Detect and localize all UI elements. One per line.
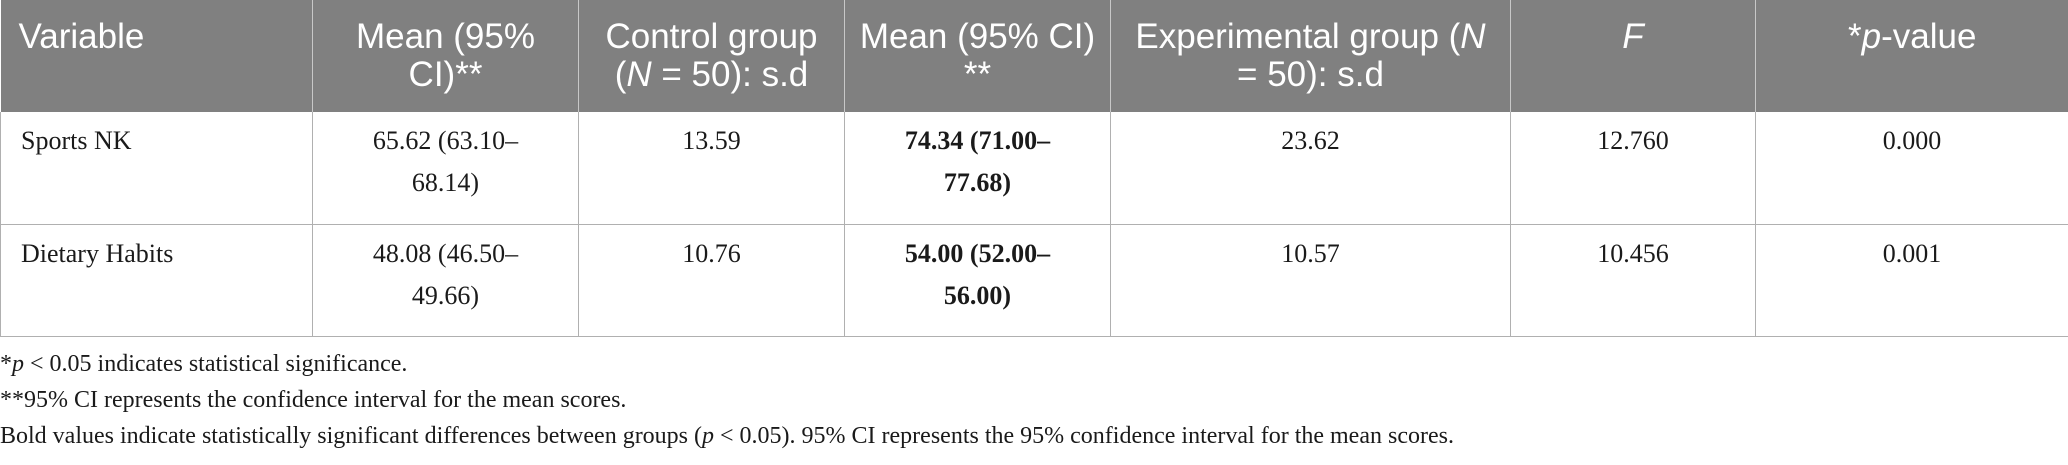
cell-control-sd: 10.76 bbox=[578, 224, 845, 337]
table-footnotes: *p < 0.05 indicates statistical signific… bbox=[0, 346, 1454, 454]
cell-experimental-mean: 54.00 (52.00–56.00) bbox=[844, 224, 1111, 337]
cell-control-mean: 48.08 (46.50–49.66) bbox=[312, 224, 579, 337]
header-row: Variable Mean (95% CI)** Control group (… bbox=[0, 0, 2068, 112]
header-experimental-sd: Experimental group (N = 50): s.d bbox=[1110, 0, 1511, 112]
cell-experimental-sd: 10.57 bbox=[1110, 224, 1511, 337]
table-row: Dietary Habits 48.08 (46.50–49.66) 10.76… bbox=[0, 224, 2068, 337]
cell-p-value: 0.000 bbox=[1755, 112, 2068, 225]
cell-f: 12.760 bbox=[1510, 112, 1756, 225]
header-f: F bbox=[1510, 0, 1756, 112]
cell-experimental-mean: 74.34 (71.00–77.68) bbox=[844, 112, 1111, 225]
cell-p-value: 0.001 bbox=[1755, 224, 2068, 337]
cell-variable: Dietary Habits bbox=[0, 224, 313, 337]
header-control-sd: Control group (N = 50): s.d bbox=[578, 0, 845, 112]
cell-f: 10.456 bbox=[1510, 224, 1756, 337]
cell-control-sd: 13.59 bbox=[578, 112, 845, 225]
header-p-value: *p-value bbox=[1755, 0, 2068, 112]
footnote-significance: *p < 0.05 indicates statistical signific… bbox=[0, 351, 408, 377]
header-experimental-mean: Mean (95% CI) ** bbox=[844, 0, 1111, 112]
table-row: Sports NK 65.62 (63.10–68.14) 13.59 74.3… bbox=[0, 112, 2068, 225]
cell-control-mean: 65.62 (63.10–68.14) bbox=[312, 112, 579, 225]
header-control-mean: Mean (95% CI)** bbox=[312, 0, 579, 112]
results-table: Variable Mean (95% CI)** Control group (… bbox=[0, 0, 2068, 337]
cell-variable: Sports NK bbox=[0, 112, 313, 225]
footnote-bold-values: Bold values indicate statistically signi… bbox=[0, 423, 1454, 449]
footnote-ci: **95% CI represents the confidence inter… bbox=[0, 387, 627, 413]
header-variable: Variable bbox=[0, 0, 313, 112]
cell-experimental-sd: 23.62 bbox=[1110, 112, 1511, 225]
